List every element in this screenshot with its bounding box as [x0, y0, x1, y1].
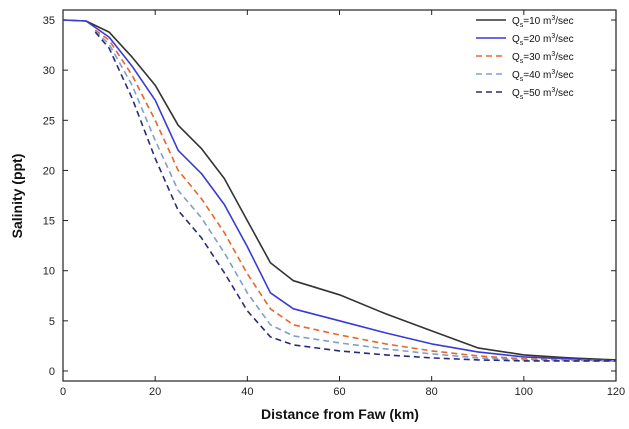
legend-label-5: Qs=50 m3/sec — [512, 87, 574, 101]
legend-label-main: Q — [512, 16, 520, 27]
legend-label-3: Qs=30 m3/sec — [512, 51, 574, 65]
legend-label-sup: 3 — [551, 33, 555, 40]
legend-label-rest: =10 m — [523, 16, 551, 27]
x-tick-label: 20 — [149, 386, 161, 398]
x-axis-title: Distance from Faw (km) — [261, 406, 419, 422]
legend-label-main: Q — [512, 70, 520, 81]
y-tick-label: 30 — [43, 65, 55, 77]
plot-frame — [62, 9, 617, 382]
legend-label-tail: /sec — [555, 88, 573, 99]
series-lines — [62, 19, 617, 362]
legend-label-4: Qs=40 m3/sec — [512, 69, 574, 83]
series-line-3 — [94, 29, 617, 362]
x-tick-label: 120 — [607, 386, 625, 398]
x-tick-label: 60 — [333, 386, 345, 398]
series-line-4 — [94, 30, 616, 362]
series-line-5 — [94, 31, 616, 362]
legend-label-main: Q — [512, 34, 520, 45]
legend-label-sub: s — [520, 40, 524, 47]
legend-label-2: Qs=20 m3/sec — [512, 33, 574, 47]
legend-label-sup: 3 — [551, 15, 555, 22]
legend-label-sub: s — [520, 76, 524, 83]
legend-label-main: Q — [512, 52, 520, 63]
legend-label-tail: /sec — [555, 70, 573, 81]
y-tick-label: 35 — [43, 15, 55, 27]
legend-label-main: Q — [512, 88, 520, 99]
x-tick-label: 100 — [515, 386, 533, 398]
legend-label-sup: 3 — [551, 51, 555, 58]
legend-label-1: Qs=10 m3/sec — [512, 15, 574, 29]
legend-label-rest: =20 m — [523, 34, 551, 45]
axis-ticks: 0 20 40 60 80 100 120 0 5 10 15 20 25 30 35 — [43, 10, 625, 398]
legend-label-tail: /sec — [555, 34, 573, 45]
series-line-1 — [62, 19, 617, 361]
x-tick-label: 40 — [241, 386, 253, 398]
legend-label-sup: 3 — [551, 87, 555, 94]
y-tick-label: 10 — [43, 266, 55, 278]
legend-label-rest: =40 m — [523, 70, 551, 81]
y-tick-label: 5 — [49, 316, 55, 328]
legend-label-tail: /sec — [555, 52, 573, 63]
legend-label-rest: =30 m — [523, 52, 551, 63]
legend-label-sup: 3 — [551, 69, 555, 76]
legend-label-rest: =50 m — [523, 88, 551, 99]
series-line-2 — [62, 19, 617, 362]
legend-label-sub: s — [520, 58, 524, 65]
y-tick-label: 0 — [49, 366, 55, 378]
y-tick-label: 25 — [43, 115, 55, 127]
legend-label-sub: s — [520, 94, 524, 101]
legend-label-tail: /sec — [555, 16, 573, 27]
x-tick-label: 0 — [60, 386, 66, 398]
legend-label-sub: s — [520, 22, 524, 29]
y-tick-label: 15 — [43, 216, 55, 228]
y-axis-title: Salinity (ppt) — [9, 154, 25, 239]
y-tick-label: 20 — [43, 165, 55, 177]
x-tick-label: 80 — [426, 386, 438, 398]
